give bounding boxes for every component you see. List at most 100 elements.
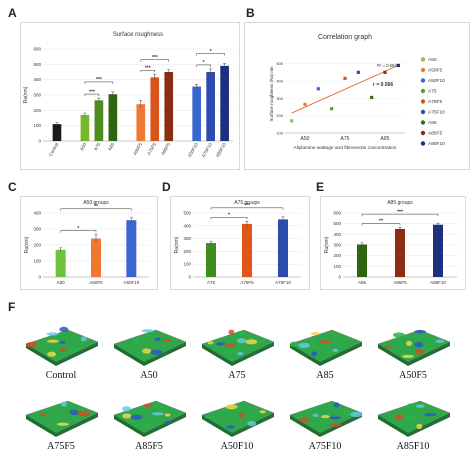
bar-a50: [80, 114, 90, 141]
surface-feature: [163, 338, 173, 342]
surface-feature: [414, 330, 427, 334]
surface-side-left: [202, 344, 232, 366]
surface-feature: [46, 332, 59, 336]
surface-label-a50: A50: [140, 370, 158, 381]
y-tick-label: 500: [333, 221, 341, 226]
x-tick-label: A75F10: [201, 142, 213, 159]
surface-label-a85f5: A85F5: [135, 441, 163, 452]
significance-label: *: [228, 213, 230, 219]
legend-label-a50f10: A50F10: [428, 78, 445, 84]
y-tick-label: 300: [333, 243, 341, 248]
surface-feature: [320, 415, 330, 419]
legend-marker-a75f5: [420, 99, 426, 104]
chart-title: A75 groups: [234, 200, 260, 206]
x-tick-label: A85: [381, 136, 390, 142]
x-tick-label: A50F10: [187, 142, 199, 159]
y-axis-label: Ra(nm): [174, 236, 180, 253]
data-point-a50: [290, 119, 294, 123]
surface-feature: [332, 348, 339, 352]
significance-label: *: [210, 49, 212, 55]
surface-feature: [310, 332, 320, 336]
legend-marker-a50f10: [420, 78, 426, 83]
surface-side-left: [26, 344, 56, 366]
surface-feature: [238, 412, 245, 418]
x-tick-label: A50F5: [89, 280, 103, 285]
surface-map-a75f5: [25, 400, 99, 437]
bar-a85f5: [164, 72, 174, 141]
significance-bracket: [60, 230, 97, 233]
surface-label-a50f10: A50F10: [220, 441, 254, 452]
surface-feature: [289, 341, 299, 347]
surface-feature: [130, 414, 143, 420]
chart-title: A85 groups: [387, 200, 413, 206]
surface-feature: [414, 349, 424, 355]
surface-map-a85f5: [113, 400, 187, 437]
surface-feature: [133, 340, 140, 346]
significance-bracket: [210, 217, 248, 220]
surface-feature: [60, 401, 67, 407]
y-tick-label: 600: [333, 211, 341, 216]
y-tick-label: 200: [33, 108, 41, 113]
surface-label-a75: A75: [228, 370, 246, 381]
surface-feature: [415, 404, 425, 408]
x-tick-label: A85: [107, 142, 116, 152]
surface-feature: [245, 339, 258, 345]
bar-a85f5: [395, 229, 405, 277]
surface-map-a50: [113, 329, 187, 366]
panel-letter-d: D: [162, 180, 171, 194]
y-axis-label: Ra(nm): [24, 236, 30, 253]
surface-side-left: [290, 415, 320, 437]
significance-bracket: [210, 207, 284, 210]
surface-feature: [403, 415, 416, 421]
surface-feature: [151, 412, 164, 416]
surface-feature: [247, 421, 257, 427]
x-tick-label: A75: [93, 142, 102, 152]
significance-bracket: [361, 223, 401, 226]
surface-feature: [150, 349, 163, 355]
y-tick-label: 0: [188, 275, 191, 280]
surface-feature: [122, 413, 132, 419]
surface-feature: [329, 416, 342, 420]
legend-marker-a85: [420, 120, 426, 125]
surface-side-left: [378, 415, 408, 437]
significance-bracket: [196, 53, 225, 56]
surface-feature: [427, 338, 434, 342]
y-tick-label: 200: [333, 253, 341, 258]
chart-b-frame: Correlation graph Surface roughness (Ra) …: [244, 22, 470, 170]
x-tick-label: A75F5: [240, 280, 254, 285]
x-tick-label: A75F10: [275, 280, 291, 285]
significance-label: **: [379, 219, 383, 225]
x-axis-label: Allylamine wattage and fibronectin conce…: [294, 145, 397, 151]
surface-plate: [113, 329, 187, 363]
y-tick-label: 400: [183, 223, 191, 228]
surface-map-a85f10: [377, 400, 451, 437]
legend-marker-a50: [420, 57, 426, 62]
x-tick-label: A50: [301, 136, 310, 142]
y-tick-label: 400: [333, 232, 341, 237]
data-point-a85: [370, 95, 374, 100]
legend-marker-a75f10: [420, 109, 426, 115]
surface-feature: [47, 351, 57, 357]
surface-feature: [80, 336, 87, 342]
data-point-a85f5: [383, 70, 387, 74]
y-tick-label: 500: [183, 211, 191, 216]
panel-letter-a: A: [8, 6, 17, 20]
surface-side-right: [56, 413, 98, 437]
surface-side-right: [144, 413, 186, 437]
surface-label-a85: A85: [316, 370, 334, 381]
bar-a50f5: [91, 238, 101, 277]
chart-b: Correlation graph Surface roughness (Ra) …: [269, 34, 445, 151]
data-point-a75f5: [343, 76, 347, 80]
bar-a75: [206, 243, 216, 277]
surface-side-right: [408, 413, 450, 437]
surface-feature: [215, 342, 225, 346]
surface-map-a50f5: [377, 329, 451, 366]
y-tick-label: 0: [38, 275, 41, 280]
surface-side-left: [114, 415, 144, 437]
legend-label-a75f10: A75F10: [428, 110, 445, 116]
significance-label: ***: [145, 66, 151, 72]
surface-feature: [319, 340, 332, 344]
surface-feature: [394, 414, 404, 420]
surface-feature: [25, 342, 38, 348]
surface-feature: [350, 411, 363, 417]
